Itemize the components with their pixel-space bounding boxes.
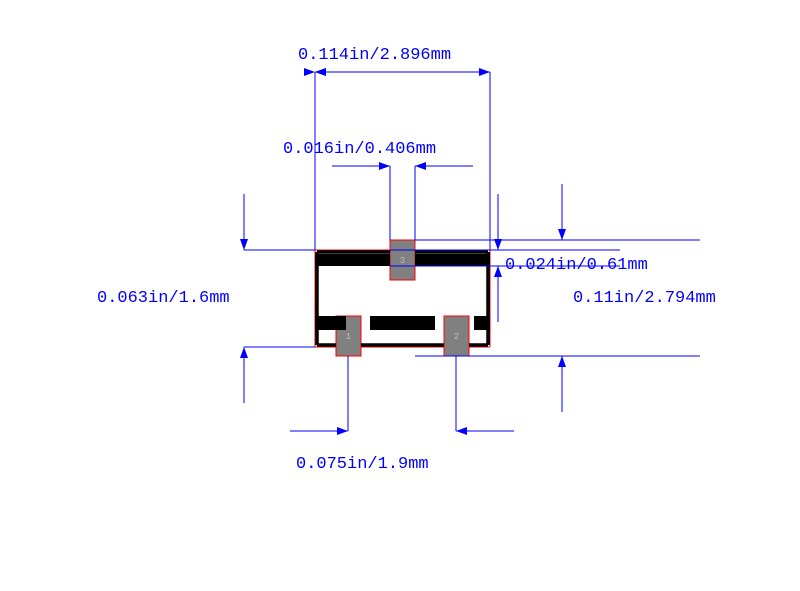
dim-pad-width-label: 0.016in/0.406mm	[283, 140, 436, 159]
dim-overall-height-label: 0.11in/2.794mm	[573, 289, 716, 308]
svg-text:2: 2	[454, 332, 459, 342]
dim-overall-width-label: 0.114in/2.896mm	[298, 46, 451, 65]
dim-body-height-label: 0.063in/1.6mm	[97, 289, 230, 308]
dim-pad-pitch-label: 0.075in/1.9mm	[296, 455, 429, 474]
svg-text:1: 1	[346, 332, 351, 342]
dim-pad-tip-height-label: 0.024in/0.61mm	[505, 256, 648, 275]
svg-text:3: 3	[400, 256, 405, 266]
